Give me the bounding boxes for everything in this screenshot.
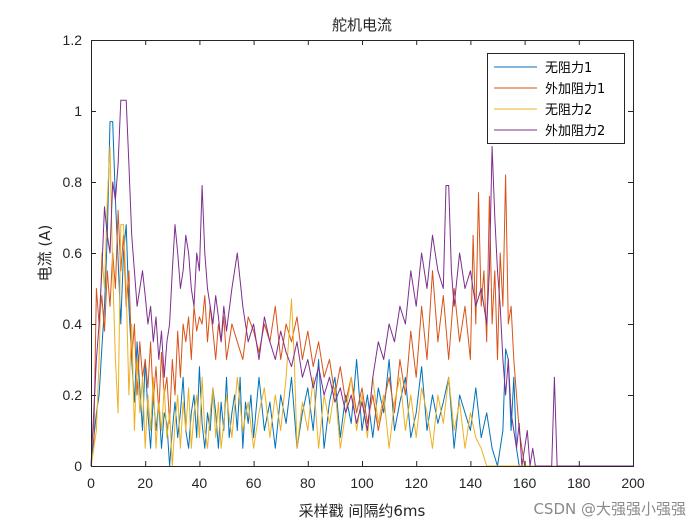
y-tick-label-0: 0: [74, 458, 82, 474]
legend-label-3: 无阻力2: [545, 103, 592, 118]
x-tick-label-4: 80: [300, 475, 316, 491]
x-tick-label-1: 20: [137, 475, 153, 491]
y-tick-label-2: 0.4: [63, 316, 83, 332]
series-layer: [90, 99, 633, 467]
y-tick-label-1: 0.2: [63, 387, 83, 403]
x-tick-label-3: 60: [246, 475, 262, 491]
series-line-2: [90, 174, 633, 467]
y-tick-label-3: 0.6: [63, 245, 83, 261]
y-tick-label-6: 1.2: [63, 32, 83, 48]
legend-label-2: 外加阻力1: [545, 82, 605, 97]
legend-label-4: 外加阻力2: [545, 124, 605, 139]
watermark: CSDN @大强强小强强: [533, 500, 686, 518]
x-tick-label-0: 0: [87, 475, 95, 491]
series-line-1: [90, 121, 633, 467]
x-tick-label-6: 120: [405, 475, 429, 491]
x-tick-label-7: 140: [459, 475, 483, 491]
x-tick-label-9: 180: [567, 475, 591, 491]
y-tick-label-4: 0.8: [63, 174, 83, 190]
x-axis-title: 采样戳 间隔约6ms: [299, 502, 426, 520]
legend: 无阻力1 外加阻力1 无阻力2 外加阻力2: [487, 53, 625, 144]
x-tick-label-2: 40: [192, 475, 208, 491]
series-line-3: [90, 146, 633, 467]
legend-box: [487, 53, 625, 144]
x-tick-label-5: 100: [350, 475, 374, 491]
y-axis-title: 电流 (A): [36, 225, 54, 282]
chart-title: 舵机电流: [332, 16, 392, 34]
y-tick-label-5: 1: [74, 103, 82, 119]
ticks-layer: 0 20 40 60 80 100 120 140 160 180 200 0 0.2 0.4 0.6 0.8…: [63, 32, 645, 491]
x-tick-label-8: 160: [513, 475, 537, 491]
legend-label-1: 无阻力1: [545, 61, 592, 76]
series-line-4: [90, 99, 633, 467]
x-tick-label-10: 200: [621, 475, 645, 491]
